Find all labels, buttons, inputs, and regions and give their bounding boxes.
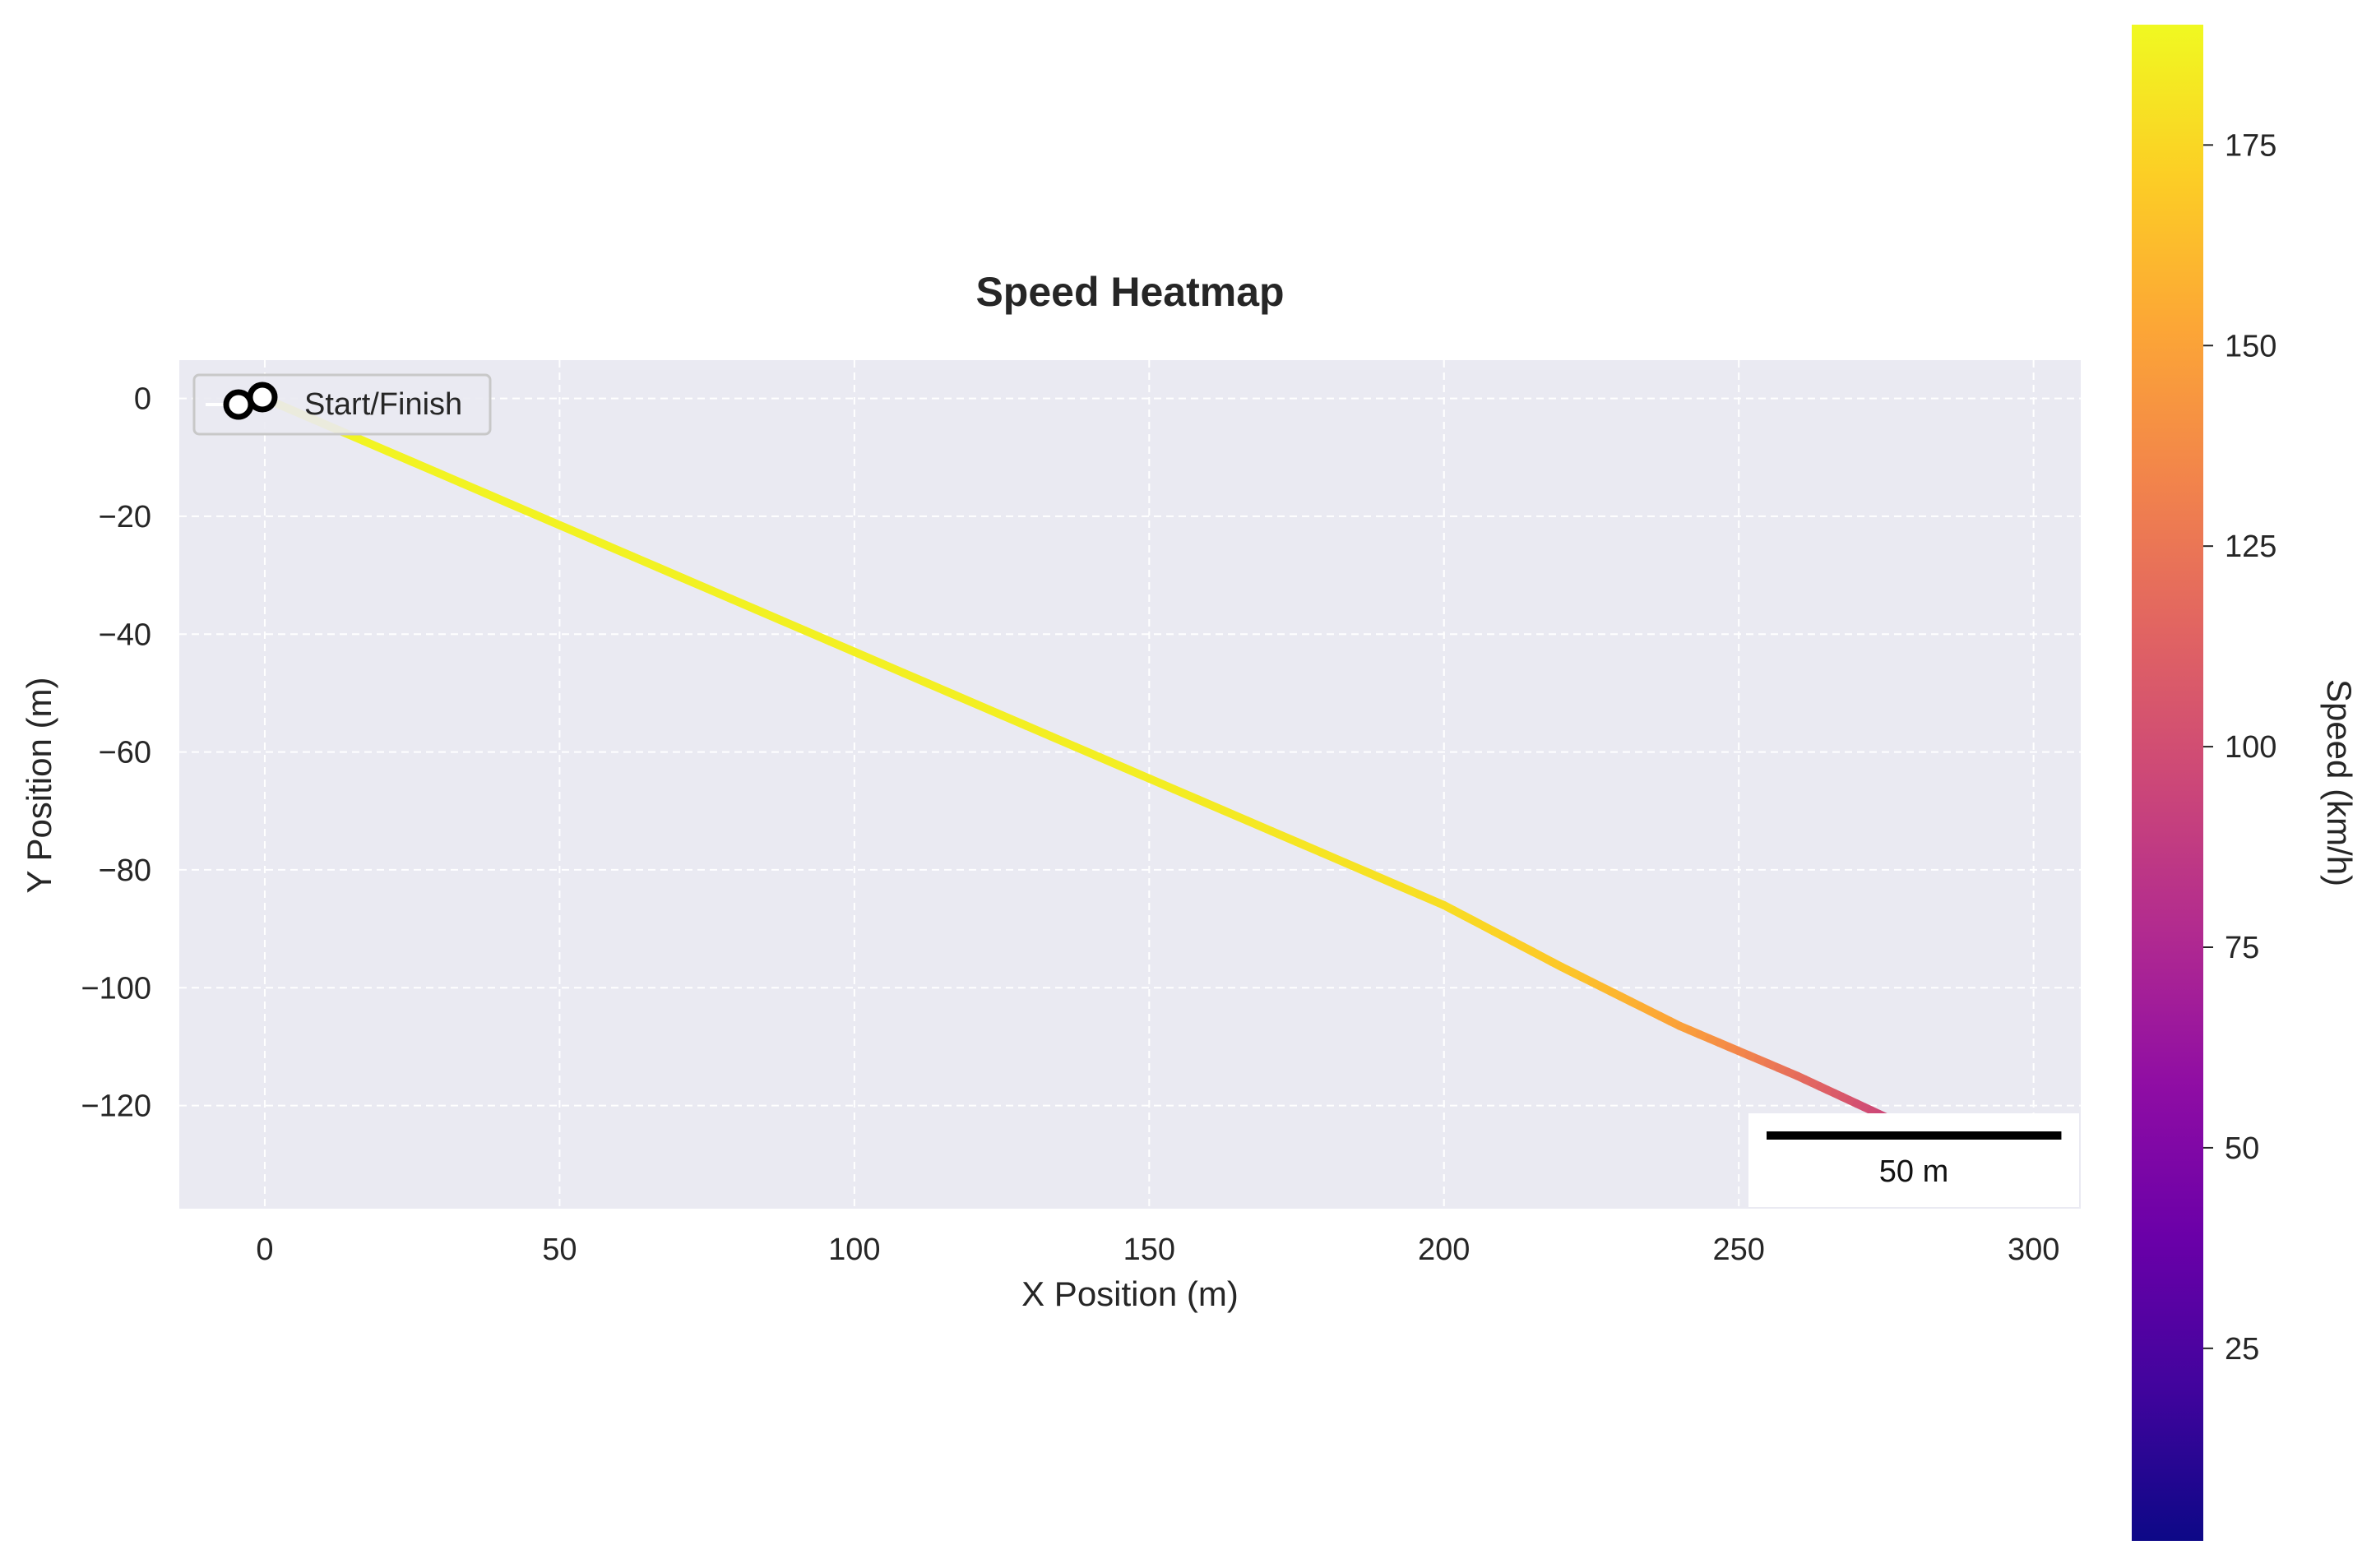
trajectory-segment — [727, 594, 761, 614]
trajectory-segment — [1095, 753, 1129, 772]
trajectory-segment — [604, 542, 638, 562]
colorbar-tick-label: 100 — [2225, 730, 2276, 765]
trajectory-segment — [1243, 816, 1276, 836]
trajectory-segment — [1194, 795, 1227, 815]
y-tick-label: −80 — [99, 853, 151, 888]
trajectory-segment — [653, 563, 687, 582]
trajectory-segment — [1391, 880, 1424, 900]
scale-bar: 50 m — [1748, 1113, 2079, 1207]
trajectory-segment — [1366, 869, 1400, 889]
trajectory-segment — [924, 679, 957, 699]
trajectory-segment — [776, 616, 810, 636]
trajectory-segment — [1267, 827, 1301, 846]
trajectory-segment — [678, 573, 711, 593]
trajectory-segment — [1341, 858, 1375, 878]
trajectory-segment — [530, 510, 564, 530]
colorbar-ticks: 25 50 75 100 125 150 175 — [2203, 128, 2276, 1367]
chart-title: Speed Heatmap — [975, 269, 1284, 315]
trajectory-segment — [1169, 784, 1203, 804]
colorbar-tick-label: 50 — [2225, 1131, 2259, 1166]
x-tick-label: 300 — [2008, 1233, 2059, 1267]
trajectory-segment — [1317, 848, 1350, 867]
trajectory-segment — [408, 457, 442, 477]
trajectory-segment — [481, 489, 515, 508]
trajectory-segment — [998, 710, 1031, 730]
trajectory-segment — [506, 499, 540, 519]
trajectory-series — [260, 394, 1891, 1122]
trajectory-segment — [752, 605, 785, 625]
x-tick-label: 150 — [1123, 1233, 1175, 1267]
trajectory-segment — [456, 479, 490, 498]
trajectory-segment — [1415, 890, 1448, 909]
scale-bar-label: 50 m — [1879, 1154, 1948, 1189]
y-tick-label: 0 — [134, 382, 151, 417]
legend: Start/Finish — [192, 373, 492, 436]
start-marker-icon — [223, 389, 254, 420]
scale-bar-box — [1748, 1113, 2079, 1207]
colorbar-gradient — [2132, 25, 2203, 1541]
trajectory-segment — [874, 658, 908, 678]
colorbar: 25 50 75 100 125 150 175 Speed (km/h) — [2132, 25, 2359, 1541]
colorbar-tick-label: 175 — [2225, 128, 2276, 163]
x-tick-label: 0 — [256, 1233, 273, 1267]
finish-marker-icon — [247, 382, 278, 413]
y-tick-label: −20 — [99, 500, 151, 534]
trajectory-segment — [383, 446, 417, 466]
trajectory-segment — [1145, 774, 1179, 793]
grid — [179, 360, 2081, 1209]
colorbar-label: Speed (km/h) — [2320, 679, 2359, 886]
y-tick-label: −60 — [99, 736, 151, 770]
x-tick-label: 100 — [828, 1233, 880, 1267]
y-tick-label: −120 — [81, 1089, 151, 1124]
x-tick-label: 200 — [1418, 1233, 1470, 1267]
trajectory-segment — [555, 520, 589, 540]
trajectory-segment — [899, 668, 933, 688]
trajectory-segment — [825, 636, 859, 656]
trajectory-segment — [850, 647, 883, 667]
x-axis-label: X Position (m) — [1021, 1274, 1239, 1313]
colorbar-tick-label: 150 — [2225, 329, 2276, 363]
x-tick-label: 250 — [1712, 1233, 1764, 1267]
y-tick-label: −40 — [99, 617, 151, 652]
trajectory-segment — [580, 531, 614, 551]
x-ticks: 0 50 100 150 200 250 300 — [256, 1233, 2059, 1267]
trajectory-segment — [801, 627, 834, 645]
colorbar-tick-label: 125 — [2225, 530, 2276, 564]
trajectory-segment — [1120, 763, 1154, 783]
trajectory-segment — [1046, 732, 1080, 752]
colorbar-tick-label: 25 — [2225, 1332, 2259, 1367]
trajectory-segment — [359, 436, 392, 456]
trajectory-segment — [973, 700, 1007, 719]
y-ticks: 0 −20 −40 −60 −80 −100 −120 — [81, 382, 151, 1124]
trajectory-segment — [1292, 837, 1326, 857]
trajectory-segment — [629, 553, 662, 572]
trajectory-segment — [702, 584, 736, 604]
trajectory-segment — [1021, 721, 1055, 741]
x-tick-label: 50 — [542, 1233, 577, 1267]
trajectory-segment — [948, 690, 982, 709]
trajectory-segment — [1218, 806, 1252, 826]
colorbar-tick-label: 75 — [2225, 931, 2259, 965]
y-tick-label: −100 — [81, 971, 151, 1006]
trajectory-segment — [1071, 742, 1105, 762]
trajectory-segment — [433, 468, 465, 488]
y-axis-label: Y Position (m) — [20, 678, 58, 894]
legend-label: Start/Finish — [304, 387, 462, 422]
